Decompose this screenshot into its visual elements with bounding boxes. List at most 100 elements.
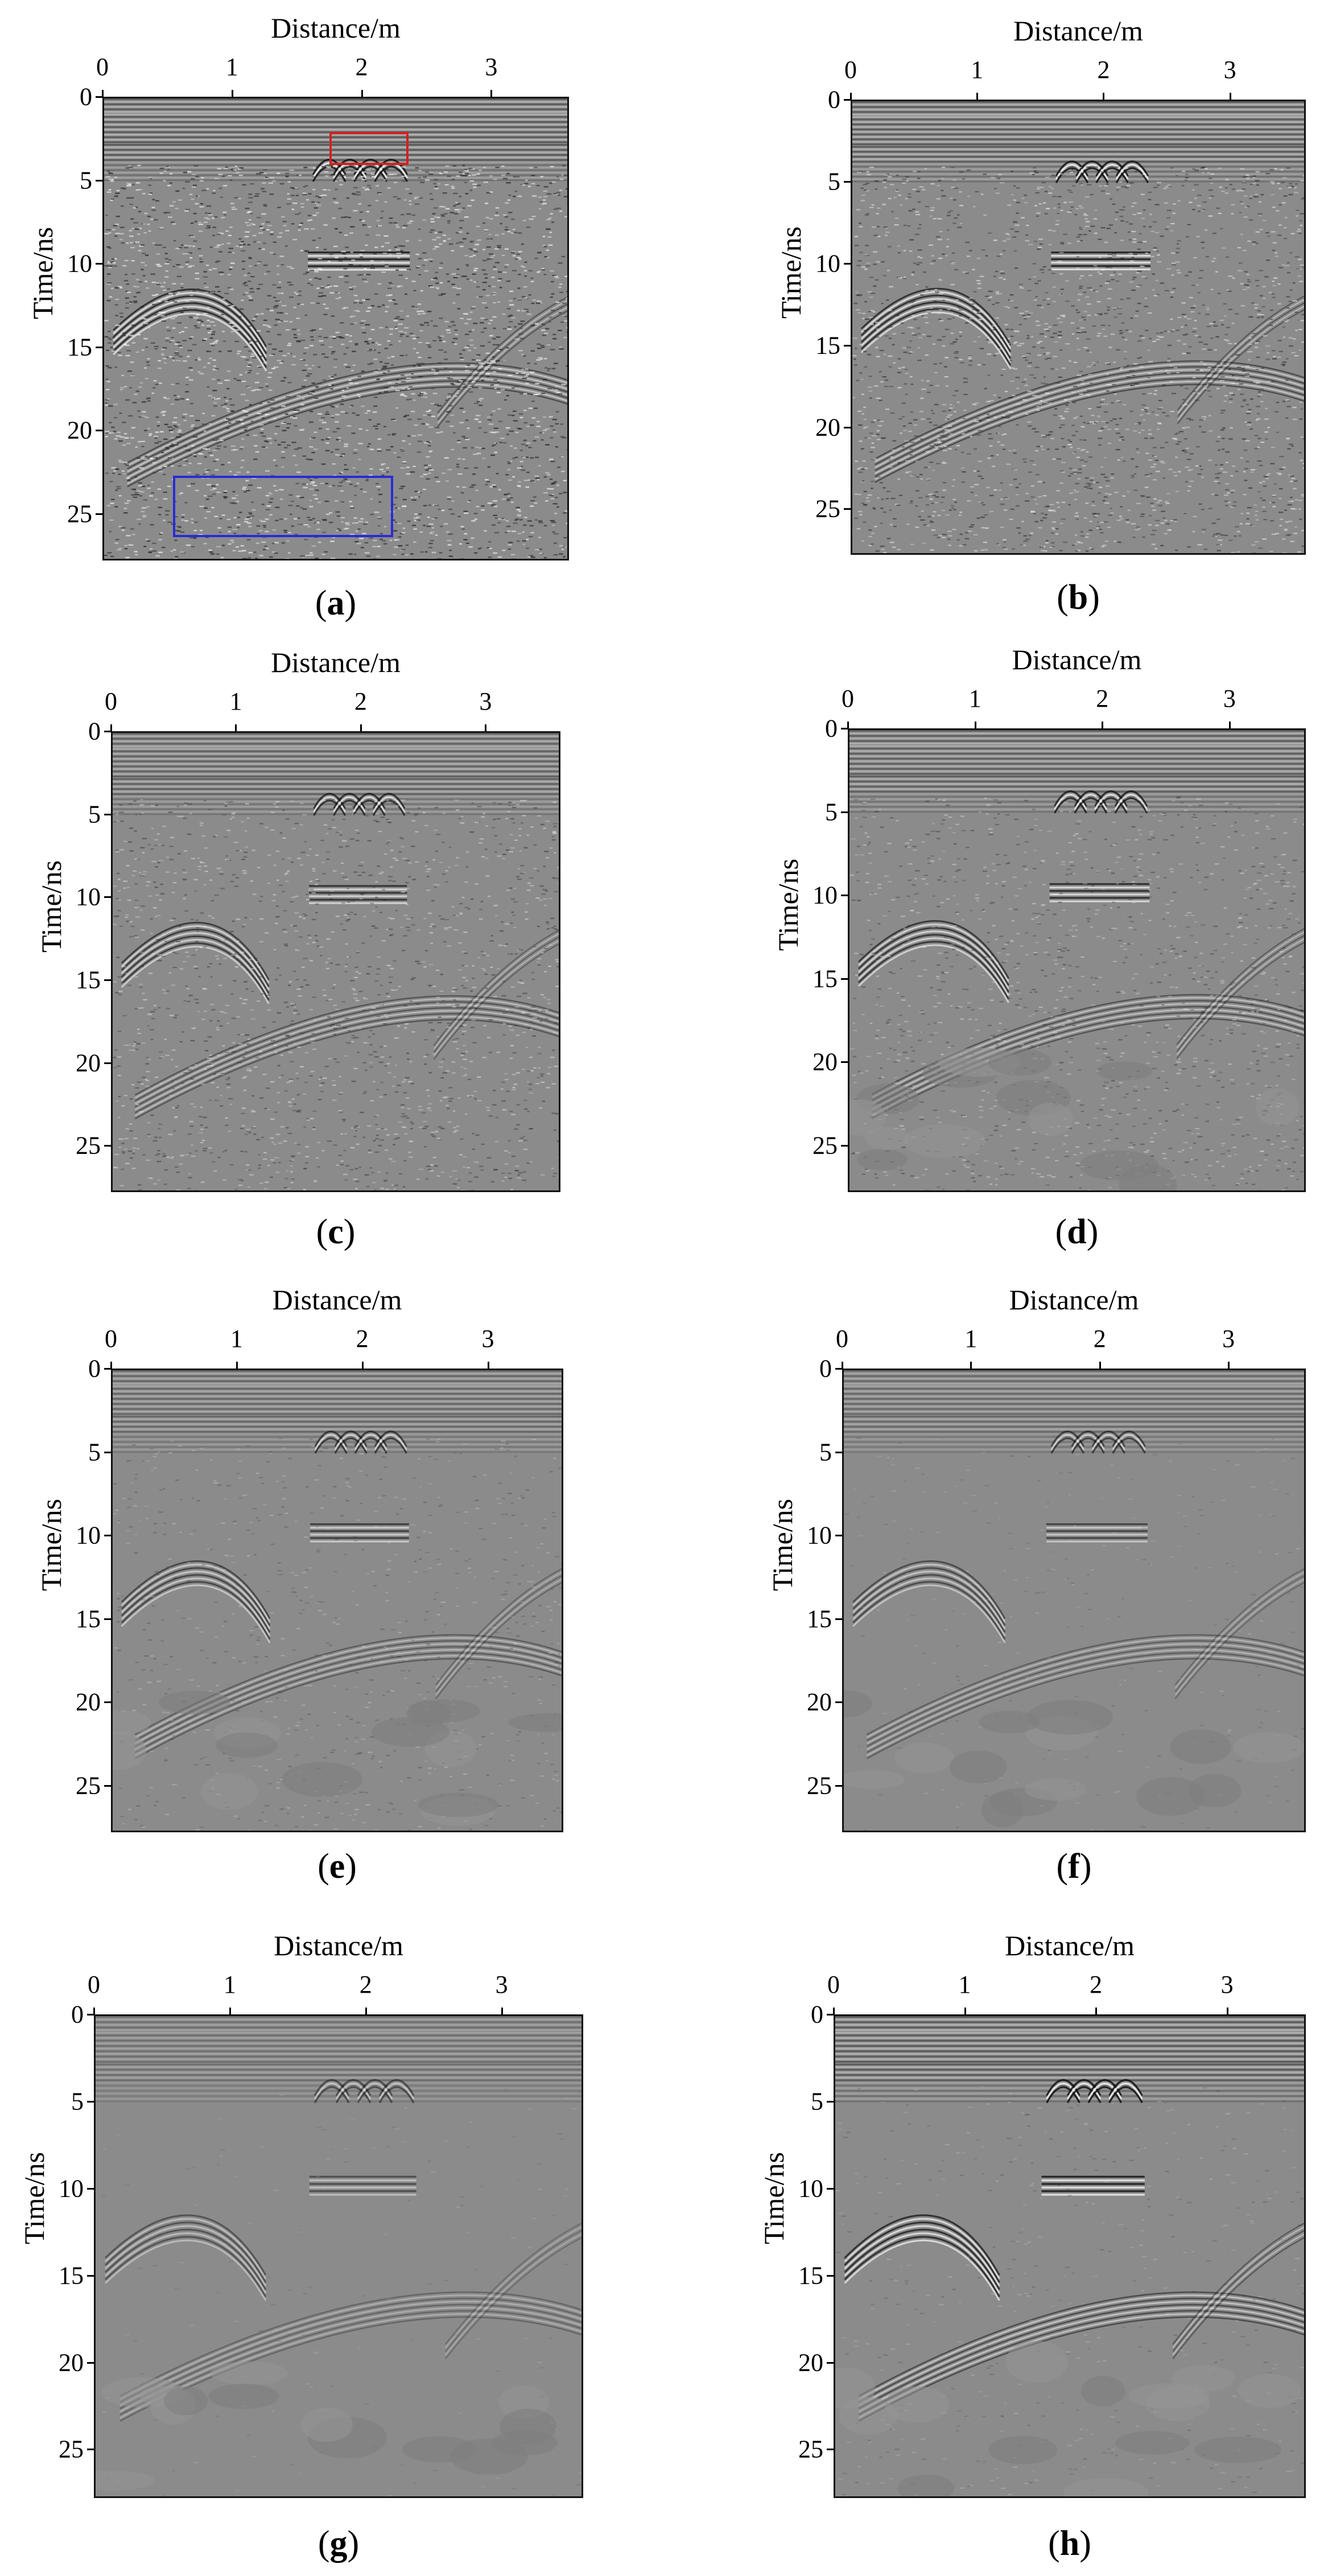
panel-caption: (a) xyxy=(315,583,356,624)
y-axis-title: Time/ns xyxy=(758,2152,790,2245)
y-tick-label: 0 xyxy=(828,85,840,114)
red-highlight-box xyxy=(329,131,409,166)
x-tick-mark xyxy=(93,2008,95,2014)
panel-caption: (d) xyxy=(1055,1212,1099,1252)
caption-close: ) xyxy=(1079,1847,1092,1886)
y-tick-label: 25 xyxy=(815,494,840,523)
x-tick-mark xyxy=(970,1362,972,1369)
y-tick-mark xyxy=(844,426,851,428)
y-tick-label: 10 xyxy=(807,1521,832,1549)
y-tick-mark xyxy=(96,96,102,98)
y-tick-mark xyxy=(827,2274,834,2277)
x-tick-label: 2 xyxy=(1090,1971,1103,1998)
y-tick-mark xyxy=(87,2187,94,2190)
x-tick-mark xyxy=(976,93,979,100)
y-tick-mark xyxy=(87,2274,94,2277)
y-tick-mark xyxy=(827,2100,834,2103)
x-tick-label: 0 xyxy=(842,685,854,712)
x-tick-mark xyxy=(236,1362,238,1369)
y-tick-label: 15 xyxy=(59,2261,84,2290)
x-tick-mark xyxy=(1102,722,1104,728)
caption-close: ) xyxy=(347,2524,360,2563)
y-tick-mark xyxy=(96,263,102,265)
y-tick-label: 0 xyxy=(811,2000,823,2029)
caption-letter: e xyxy=(329,1847,345,1886)
y-tick-label: 20 xyxy=(59,2348,84,2376)
x-tick-label: 2 xyxy=(359,1971,372,1998)
radargram-svg xyxy=(96,2016,581,2496)
x-tick-mark xyxy=(964,2008,966,2014)
y-axis-title: Time/ns xyxy=(772,858,804,951)
panel-caption: (b) xyxy=(1057,578,1100,618)
radargram-image xyxy=(842,1369,1306,1832)
y-tick-mark xyxy=(104,979,111,982)
radargram-image xyxy=(111,1369,563,1832)
panel-caption: (f) xyxy=(1057,1847,1092,1887)
x-tick-label: 3 xyxy=(479,687,492,715)
panel-caption: (c) xyxy=(316,1212,356,1252)
y-tick-mark xyxy=(104,1145,111,1147)
y-tick-mark xyxy=(827,2187,834,2190)
y-tick-mark xyxy=(104,731,111,732)
caption-open: ( xyxy=(316,1213,328,1251)
y-tick-mark xyxy=(841,895,848,897)
caption-letter: a xyxy=(327,584,345,623)
x-tick-mark xyxy=(110,724,112,731)
radargram-svg xyxy=(113,733,559,1190)
x-tick-label: 0 xyxy=(105,1325,117,1353)
y-tick-label: 10 xyxy=(813,881,838,909)
y-tick-mark xyxy=(841,1061,848,1064)
y-tick-mark xyxy=(104,813,111,815)
x-tick-mark xyxy=(102,90,104,97)
caption-letter: b xyxy=(1068,578,1088,617)
x-tick-label: 2 xyxy=(354,687,367,715)
y-tick-mark xyxy=(841,1144,848,1147)
radargram-svg xyxy=(104,98,567,559)
caption-close: ) xyxy=(344,584,357,623)
y-tick-label: 5 xyxy=(825,798,838,826)
y-tick-label: 25 xyxy=(59,2435,84,2463)
y-tick-label: 25 xyxy=(76,1771,101,1800)
y-tick-label: 0 xyxy=(819,1354,832,1383)
caption-open: ( xyxy=(317,1847,329,1886)
panel-caption: (e) xyxy=(317,1847,357,1887)
y-tick-mark xyxy=(104,1784,111,1787)
caption-letter: g xyxy=(329,2524,348,2563)
caption-open: ( xyxy=(317,2524,330,2563)
y-tick-label: 25 xyxy=(67,500,92,528)
x-tick-label: 0 xyxy=(844,56,857,84)
y-tick-mark xyxy=(844,262,851,265)
x-tick-mark xyxy=(365,2008,367,2014)
y-tick-label: 5 xyxy=(88,1438,101,1466)
x-tick-label: 0 xyxy=(827,1971,840,1998)
y-tick-label: 10 xyxy=(76,1521,101,1549)
x-tick-label: 3 xyxy=(1222,1325,1235,1353)
x-axis-title: Distance/m xyxy=(1012,644,1142,675)
caption-open: ( xyxy=(315,584,327,623)
x-tick-label: 1 xyxy=(968,685,981,712)
y-tick-mark xyxy=(835,1535,842,1537)
radargram-svg xyxy=(835,2016,1304,2496)
y-tick-mark xyxy=(844,99,851,101)
y-tick-label: 0 xyxy=(825,714,838,743)
x-tick-label: 3 xyxy=(495,1971,508,1998)
x-tick-mark xyxy=(229,2008,231,2014)
y-tick-mark xyxy=(104,1535,111,1537)
x-tick-mark xyxy=(501,2008,503,2014)
y-tick-mark xyxy=(96,179,102,182)
y-tick-mark xyxy=(87,2100,94,2103)
y-tick-mark xyxy=(835,1618,842,1620)
caption-open: ( xyxy=(1056,1847,1069,1886)
y-tick-label: 0 xyxy=(88,1354,101,1383)
y-tick-label: 20 xyxy=(815,413,840,442)
y-tick-mark xyxy=(96,346,102,348)
y-tick-label: 5 xyxy=(88,800,101,829)
radargram-image xyxy=(834,2014,1306,2498)
y-tick-mark xyxy=(104,1062,111,1064)
radargram-svg xyxy=(844,1370,1304,1831)
y-tick-mark xyxy=(827,2449,834,2451)
caption-close: ) xyxy=(343,1213,356,1251)
y-tick-mark xyxy=(844,180,851,183)
x-tick-label: 0 xyxy=(88,1971,100,1998)
x-tick-mark xyxy=(833,2008,835,2014)
